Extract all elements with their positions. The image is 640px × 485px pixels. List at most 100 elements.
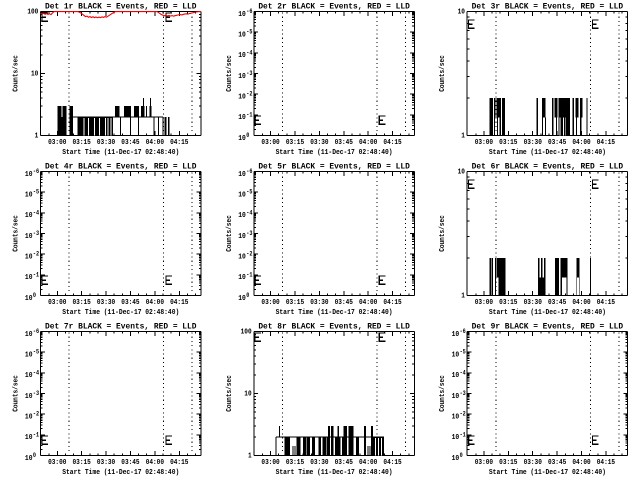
svg-text:04:00: 04:00: [359, 139, 378, 147]
svg-text:10: 10: [25, 212, 33, 220]
svg-text:10: 10: [25, 233, 33, 241]
svg-text:03:45: 03:45: [335, 139, 354, 147]
svg-text:03:45: 03:45: [335, 459, 354, 467]
svg-text:03:30: 03:30: [97, 139, 116, 147]
svg-text:Start Time (11-Dec-17 02:48:40: Start Time (11-Dec-17 02:48:40): [276, 309, 393, 317]
svg-text:0: 0: [246, 132, 249, 139]
svg-text:Det 9r BLACK = Events, RED = L: Det 9r BLACK = Events, RED = LLD: [472, 321, 624, 331]
svg-text:03:00: 03:00: [475, 459, 494, 467]
svg-text:-6: -6: [246, 168, 253, 175]
svg-text:03:00: 03:00: [261, 459, 280, 467]
svg-text:Start Time (11-Dec-17 02:48:40: Start Time (11-Dec-17 02:48:40): [276, 149, 393, 157]
svg-text:10: 10: [25, 171, 33, 179]
svg-text:10: 10: [238, 31, 246, 39]
svg-text:04:00: 04:00: [146, 459, 165, 467]
svg-text:-6: -6: [246, 8, 253, 15]
svg-text:-3: -3: [33, 230, 40, 237]
svg-text:Start Time (11-Dec-17 02:48:40: Start Time (11-Dec-17 02:48:40): [489, 469, 606, 477]
svg-text:04:15: 04:15: [597, 299, 616, 307]
svg-text:10: 10: [25, 393, 33, 401]
svg-text:04:15: 04:15: [597, 139, 616, 147]
svg-text:1: 1: [461, 133, 465, 141]
svg-text:03:15: 03:15: [73, 139, 92, 147]
svg-text:Counts/sec: Counts/sec: [439, 215, 447, 252]
svg-text:03:45: 03:45: [121, 139, 140, 147]
svg-text:03:30: 03:30: [310, 459, 329, 467]
svg-text:03:00: 03:00: [475, 139, 494, 147]
svg-text:100: 100: [27, 9, 38, 17]
svg-text:10: 10: [452, 331, 460, 339]
svg-text:10: 10: [238, 253, 246, 261]
svg-text:10: 10: [25, 351, 33, 359]
svg-text:-2: -2: [33, 411, 40, 418]
svg-text:03:30: 03:30: [524, 299, 543, 307]
svg-text:10: 10: [452, 455, 460, 463]
svg-text:10: 10: [238, 73, 246, 81]
svg-text:Counts/sec: Counts/sec: [226, 55, 234, 92]
svg-text:-1: -1: [246, 111, 253, 118]
svg-text:10: 10: [238, 11, 246, 19]
svg-text:10: 10: [458, 9, 465, 17]
svg-text:-4: -4: [33, 369, 40, 376]
svg-text:Start Time (11-Dec-17 02:48:40: Start Time (11-Dec-17 02:48:40): [489, 149, 606, 157]
svg-text:Det 2r BLACK = Events, RED = L: Det 2r BLACK = Events, RED = LLD: [258, 1, 410, 11]
svg-text:Counts/sec: Counts/sec: [226, 215, 234, 252]
svg-text:03:45: 03:45: [548, 459, 567, 467]
svg-text:04:15: 04:15: [597, 459, 616, 467]
svg-text:03:45: 03:45: [548, 139, 567, 147]
svg-text:10: 10: [238, 191, 246, 199]
svg-text:03:15: 03:15: [499, 459, 518, 467]
svg-text:10: 10: [25, 191, 33, 199]
svg-text:03:00: 03:00: [48, 139, 67, 147]
svg-text:Det 8r BLACK = Events, RED = L: Det 8r BLACK = Events, RED = LLD: [258, 321, 410, 331]
svg-text:-2: -2: [246, 91, 253, 98]
svg-text:Det 3r BLACK = Events, RED = L: Det 3r BLACK = Events, RED = LLD: [472, 1, 624, 11]
svg-text:-1: -1: [460, 431, 467, 438]
svg-text:10: 10: [238, 52, 246, 60]
svg-text:04:00: 04:00: [146, 299, 165, 307]
svg-text:Det 6r BLACK = Events, RED = L: Det 6r BLACK = Events, RED = LLD: [472, 161, 624, 171]
svg-text:Counts/sec: Counts/sec: [13, 375, 21, 412]
svg-text:10: 10: [238, 114, 246, 122]
svg-text:10: 10: [238, 295, 246, 303]
svg-text:04:15: 04:15: [383, 299, 402, 307]
svg-text:10: 10: [238, 212, 246, 220]
svg-text:-6: -6: [460, 328, 467, 335]
svg-text:03:30: 03:30: [310, 299, 329, 307]
svg-text:04:00: 04:00: [572, 299, 591, 307]
svg-text:Det 4r BLACK = Events, RED = L: Det 4r BLACK = Events, RED = LLD: [45, 161, 197, 171]
svg-text:03:45: 03:45: [121, 459, 140, 467]
svg-text:1: 1: [461, 293, 465, 301]
svg-text:-2: -2: [246, 251, 253, 258]
svg-text:10: 10: [25, 455, 33, 463]
svg-text:04:00: 04:00: [572, 139, 591, 147]
svg-text:-1: -1: [33, 431, 40, 438]
svg-text:-5: -5: [246, 29, 253, 36]
svg-text:Counts/sec: Counts/sec: [439, 375, 447, 412]
svg-text:03:15: 03:15: [286, 459, 305, 467]
svg-text:10: 10: [458, 169, 465, 177]
svg-text:Det 1r BLACK = Events, RED = L: Det 1r BLACK = Events, RED = LLD: [45, 1, 197, 11]
svg-text:04:15: 04:15: [383, 139, 402, 147]
svg-text:-3: -3: [246, 70, 253, 77]
svg-text:04:15: 04:15: [170, 459, 189, 467]
svg-text:Start Time (11-Dec-17 02:48:40: Start Time (11-Dec-17 02:48:40): [276, 469, 393, 477]
svg-text:Counts/sec: Counts/sec: [13, 215, 21, 252]
svg-text:Det 7r BLACK = Events, RED = L: Det 7r BLACK = Events, RED = LLD: [45, 321, 197, 331]
svg-text:-3: -3: [246, 230, 253, 237]
svg-text:10: 10: [25, 274, 33, 282]
svg-text:03:15: 03:15: [73, 299, 92, 307]
svg-text:03:30: 03:30: [524, 459, 543, 467]
svg-text:10: 10: [31, 71, 38, 79]
svg-text:1: 1: [35, 133, 39, 141]
svg-text:1: 1: [248, 453, 252, 461]
svg-text:10: 10: [25, 295, 33, 303]
svg-text:10: 10: [244, 391, 251, 399]
svg-text:0: 0: [33, 292, 36, 299]
svg-text:03:30: 03:30: [524, 139, 543, 147]
svg-text:10: 10: [238, 171, 246, 179]
svg-text:Start Time (11-Dec-17 02:48:40: Start Time (11-Dec-17 02:48:40): [62, 469, 179, 477]
svg-text:03:00: 03:00: [261, 299, 280, 307]
svg-text:03:15: 03:15: [499, 139, 518, 147]
svg-text:03:00: 03:00: [261, 139, 280, 147]
